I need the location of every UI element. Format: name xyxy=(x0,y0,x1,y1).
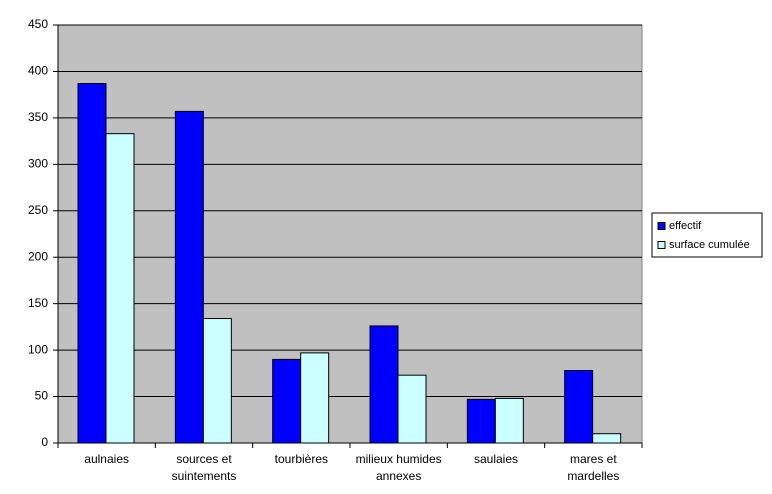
x-tick-label: saulaies xyxy=(473,452,519,466)
y-tick-label: 300 xyxy=(28,157,48,171)
legend-swatch xyxy=(657,222,666,230)
x-tick-label: sources et suintements xyxy=(171,452,237,483)
y-tick-label: 0 xyxy=(41,435,48,449)
bar xyxy=(564,370,594,444)
x-tick-label: aulnaies xyxy=(84,452,129,466)
y-tick-label: 200 xyxy=(28,249,48,263)
bar xyxy=(300,352,330,444)
x-tick-label: tourbières xyxy=(274,452,329,466)
bar xyxy=(105,133,135,444)
plot-area xyxy=(57,24,643,444)
legend xyxy=(651,212,763,258)
x-tick-label-box: mares et mardelles xyxy=(567,452,620,483)
y-tick-label: 100 xyxy=(28,342,48,356)
bar xyxy=(494,397,524,444)
bar xyxy=(272,358,302,444)
x-tick-label-box: saulaies xyxy=(473,452,519,466)
bar xyxy=(592,433,622,444)
bar xyxy=(369,325,399,444)
x-tick-label: mares et mardelles xyxy=(567,452,620,483)
bar xyxy=(397,374,427,444)
y-tick-label: 450 xyxy=(28,17,48,31)
y-tick-label: 400 xyxy=(28,64,48,78)
bar xyxy=(202,318,232,444)
x-tick-label: milieux humides annexes xyxy=(355,452,442,483)
x-tick-label-box: sources et suintements xyxy=(171,452,237,483)
y-tick-label: 150 xyxy=(28,296,48,310)
bar xyxy=(466,398,496,444)
legend-label: surface cumulée xyxy=(669,239,750,251)
bar xyxy=(174,110,204,444)
x-tick-label-box: aulnaies xyxy=(84,452,129,466)
y-tick-label: 50 xyxy=(35,389,49,403)
x-tick-label-box: milieux humides annexes xyxy=(355,452,442,483)
legend-swatch xyxy=(657,241,666,249)
y-tick-label: 350 xyxy=(28,110,48,124)
bar xyxy=(77,83,107,444)
y-tick-label: 250 xyxy=(28,203,48,217)
x-tick-label-box: tourbières xyxy=(274,452,329,466)
legend-label: effectif xyxy=(669,220,702,232)
